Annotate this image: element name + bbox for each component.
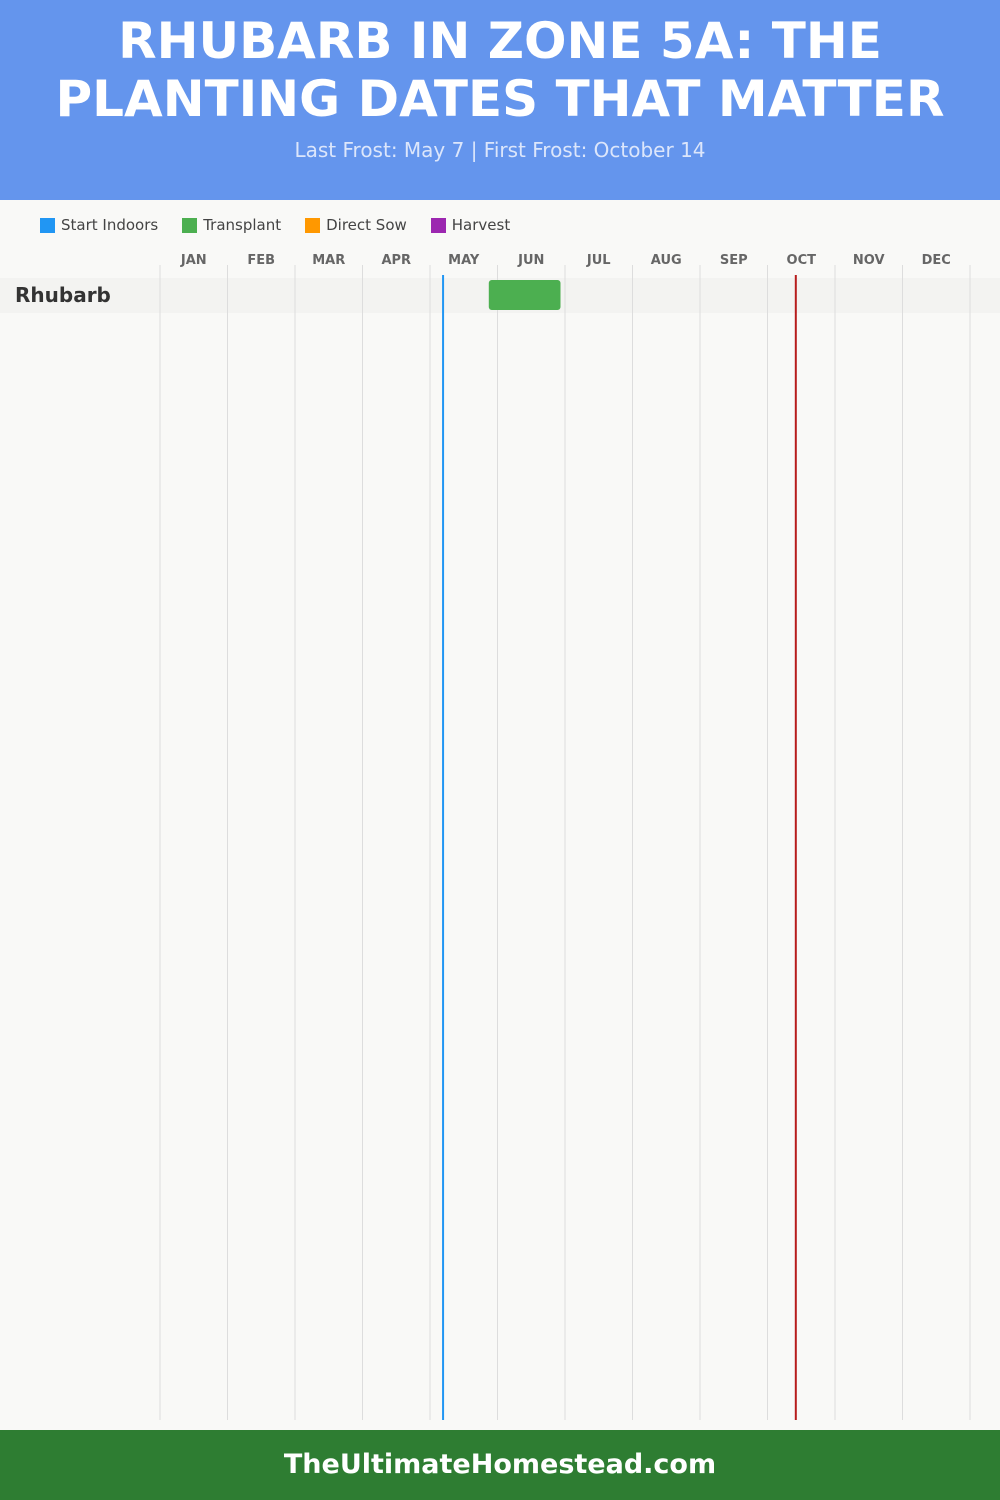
month-label: FEB — [247, 253, 275, 268]
legend-item: Direct Sow — [305, 215, 407, 235]
month-label: JAN — [180, 253, 207, 268]
legend-swatch — [430, 217, 446, 233]
legend-label: Direct Sow — [326, 216, 407, 234]
chart-subtitle: Last Frost: May 7 | First Frost: October… — [294, 138, 706, 162]
legend-swatch — [40, 217, 55, 233]
month-label: JUN — [517, 253, 544, 268]
legend-label: Start Indoors — [61, 216, 159, 234]
bar-transplant — [488, 280, 561, 310]
crop-label: Rhubarb — [15, 283, 111, 307]
month-label: OCT — [787, 253, 817, 268]
month-label: MAY — [448, 253, 480, 268]
site-name: TheUltimateHomestead.com — [283, 1449, 717, 1480]
month-label: MAR — [312, 253, 345, 268]
legend-item: Transplant — [182, 215, 281, 235]
legend-item: Start Indoors — [40, 215, 158, 235]
footer: TheUltimateHomestead.com — [0, 1430, 1000, 1500]
page: RHUBARB IN ZONE 5A: THE PLANTING DATES T… — [0, 0, 1000, 1420]
header: RHUBARB IN ZONE 5A: THE PLANTING DATES T… — [0, 0, 1000, 200]
gantt-chart: Rhubarb JAN FEB MAR APR MAY JUN JUL AUG SEP OCT NOV… — [0, 253, 1000, 1420]
legend-item: Harvest — [430, 215, 511, 235]
legend-label: Harvest — [451, 216, 511, 234]
legend-swatch — [182, 217, 198, 233]
legend: Start Indoors Transplant Direct Sow Harvest — [40, 215, 1000, 235]
month-label: SEP — [720, 253, 748, 268]
chart-title: RHUBARB IN ZONE 5A: THE PLANTING DATES T… — [55, 12, 945, 128]
month-label: APR — [381, 253, 411, 268]
month-label: DEC — [922, 253, 951, 268]
legend-label: Transplant — [203, 216, 282, 234]
month-label: NOV — [853, 253, 885, 268]
month-label: JUL — [586, 253, 611, 268]
month-label: AUG — [651, 253, 682, 268]
legend-swatch — [305, 217, 321, 233]
